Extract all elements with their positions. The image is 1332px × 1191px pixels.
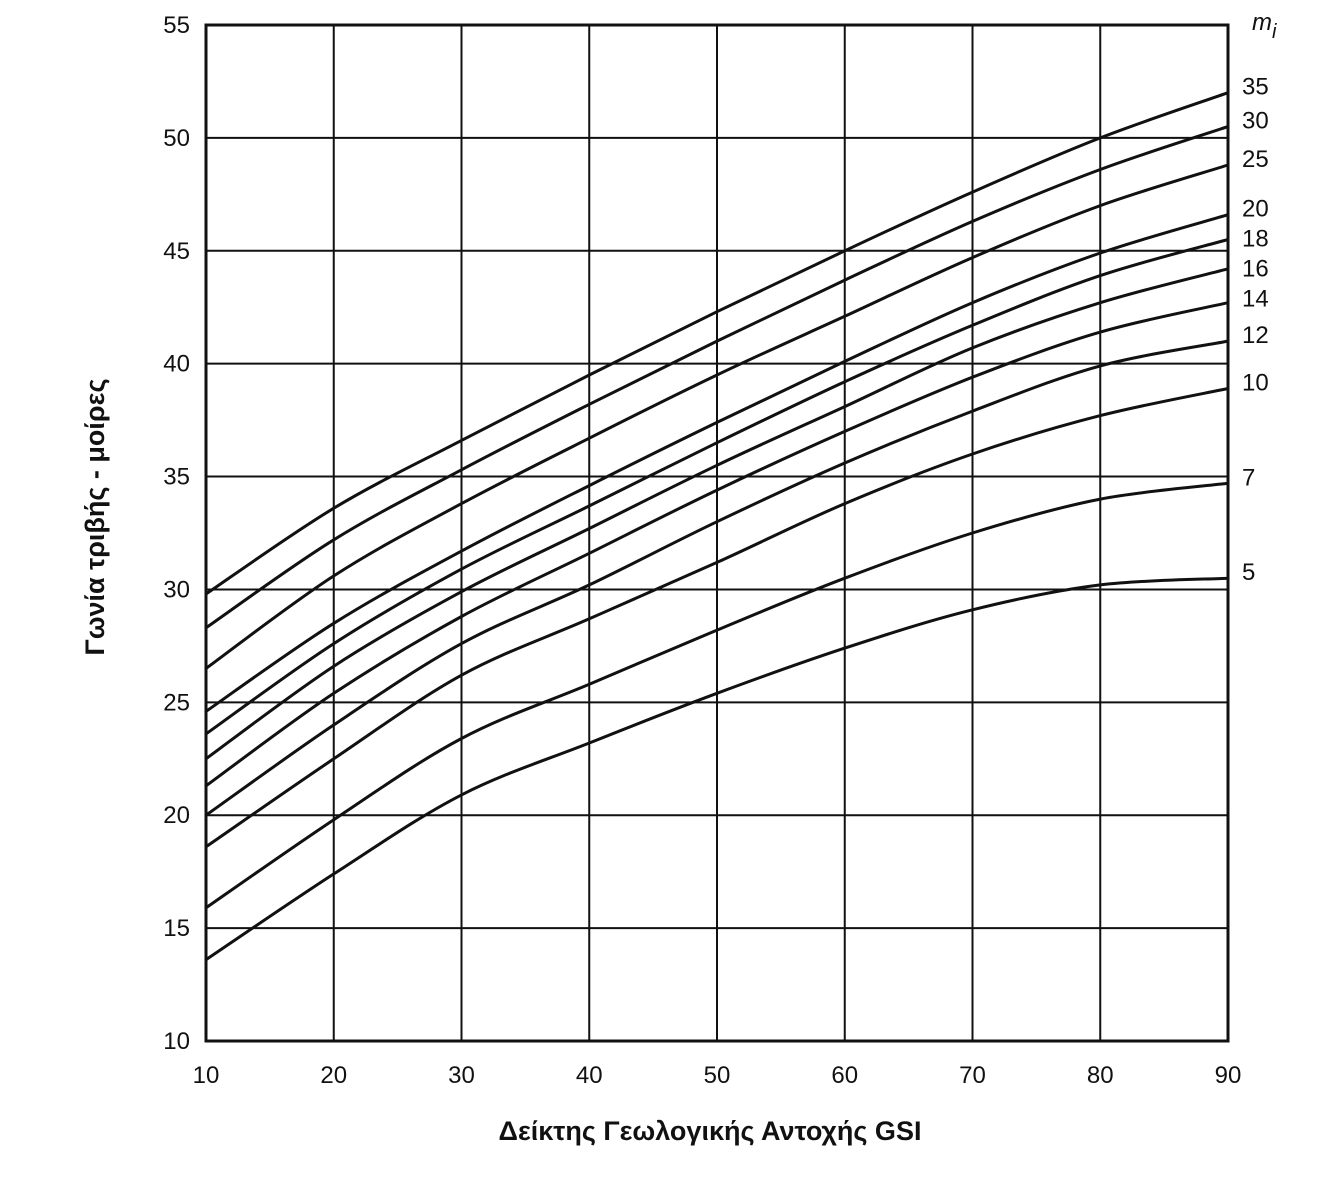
- x-tick-label: 70: [959, 1062, 986, 1089]
- series-labels: 35 30 25 20 18 16 14 12 10 7 5: [1242, 74, 1269, 586]
- x-tick-labels: 10 20 30 40 50 60 70 80 90: [193, 1062, 1242, 1089]
- series-line-mi-7: [204, 481, 1230, 910]
- x-tick-label: 30: [448, 1062, 475, 1089]
- series-line-mi-5: [204, 576, 1230, 962]
- y-tick-label: 20: [163, 802, 190, 829]
- series-label-mi-20: 20: [1242, 196, 1269, 223]
- y-tick-label: 15: [163, 915, 190, 942]
- y-tick-label: 25: [163, 689, 190, 716]
- series-label-mi-30: 30: [1242, 108, 1269, 135]
- plot-frame: [204, 23, 1230, 1043]
- series-label-mi-7: 7: [1242, 464, 1255, 491]
- y-tick-label: 45: [163, 238, 190, 265]
- y-tick-label: 50: [163, 125, 190, 152]
- y-tick-label: 30: [163, 576, 190, 603]
- x-tick-label: 80: [1087, 1062, 1114, 1089]
- x-axis-title: Δείκτης Γεωλογικής Αντοχής GSI: [499, 1116, 922, 1146]
- series-line-mi-14: [204, 301, 1230, 788]
- series-curves: [204, 91, 1230, 962]
- y-axis-title: Γωνία τριβής - μοίρες: [80, 379, 110, 656]
- series-line-mi-18: [204, 238, 1230, 736]
- x-tick-label: 10: [193, 1062, 220, 1089]
- x-tick-label: 50: [704, 1062, 731, 1089]
- series-label-mi-35: 35: [1242, 74, 1269, 101]
- y-tick-labels: 10 15 20 25 30 35 40 45 50 55: [163, 12, 190, 1055]
- series-line-mi-35: [204, 91, 1230, 596]
- series-line-mi-25: [204, 163, 1230, 670]
- x-tick-label: 60: [831, 1062, 858, 1089]
- series-line-mi-12: [204, 339, 1230, 817]
- x-tick-label: 90: [1215, 1062, 1242, 1089]
- series-label-mi-10: 10: [1242, 370, 1269, 397]
- gridlines: [205, 24, 1229, 1042]
- series-line-mi-10: [204, 387, 1230, 849]
- legend-title: mi: [1252, 9, 1277, 43]
- y-tick-label: 55: [163, 12, 190, 39]
- series-label-mi-16: 16: [1242, 256, 1269, 283]
- series-label-mi-12: 12: [1242, 322, 1269, 349]
- series-line-mi-30: [204, 125, 1230, 630]
- y-tick-label: 40: [163, 351, 190, 378]
- y-tick-label: 10: [163, 1028, 190, 1055]
- x-tick-label: 40: [576, 1062, 603, 1089]
- series-label-mi-18: 18: [1242, 226, 1269, 253]
- series-line-mi-16: [204, 267, 1230, 761]
- series-label-mi-25: 25: [1242, 146, 1269, 173]
- x-tick-label: 20: [320, 1062, 347, 1089]
- y-tick-label: 35: [163, 464, 190, 491]
- series-label-mi-5: 5: [1242, 559, 1255, 586]
- series-label-mi-14: 14: [1242, 286, 1269, 313]
- series-line-mi-20: [204, 213, 1230, 713]
